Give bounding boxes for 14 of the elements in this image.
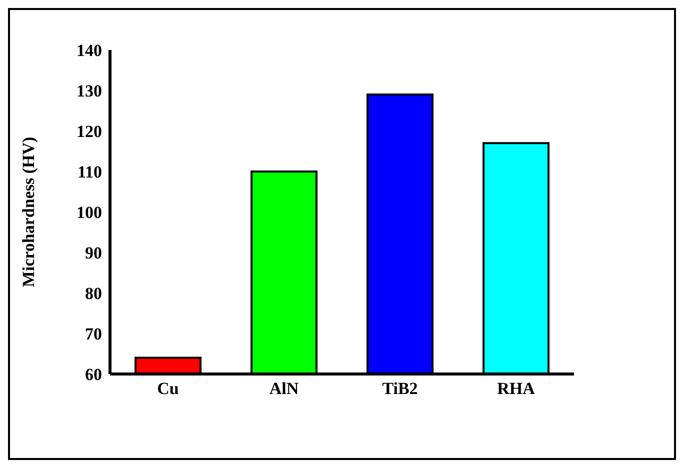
y-tick-label: 110 <box>77 162 102 182</box>
y-tick-label: 60 <box>85 365 102 384</box>
x-tick-label: RHA <box>497 379 536 398</box>
x-tick-label: TiB2 <box>382 379 418 398</box>
y-tick-label: 140 <box>76 41 102 60</box>
x-tick-label: AlN <box>269 379 300 398</box>
y-tick-label: 90 <box>85 244 102 263</box>
y-tick-label: 120 <box>76 122 102 142</box>
y-tick-label: 70 <box>85 324 102 344</box>
y-tick-label: 100 <box>76 203 102 222</box>
y-axis-title: Microhardness (HV) <box>19 136 38 288</box>
x-tick-label: Cu <box>157 379 179 398</box>
y-tick-label: 130 <box>76 82 102 101</box>
y-tick-label: 80 <box>85 284 102 304</box>
